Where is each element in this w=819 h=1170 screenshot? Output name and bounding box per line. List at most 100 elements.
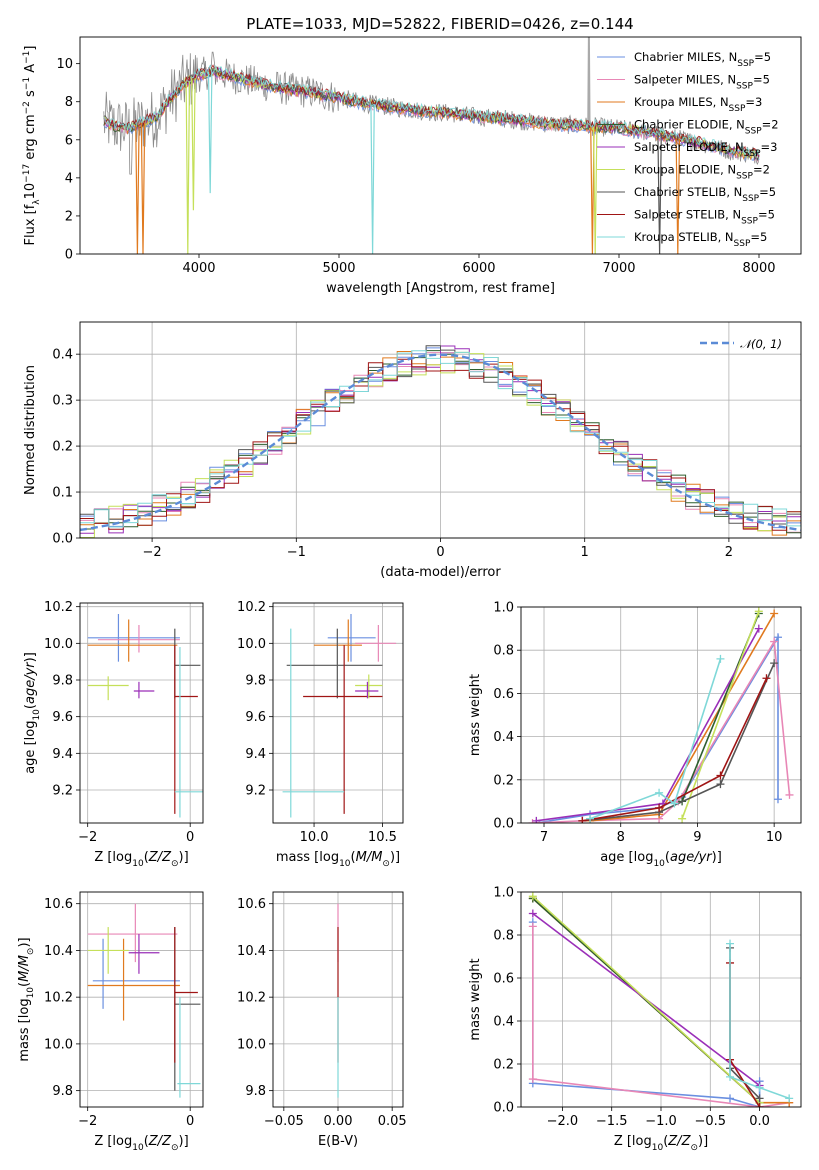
plot-area-weight_vs_Z	[528, 892, 794, 1107]
axes-frame	[272, 602, 404, 824]
legend-entry: Salpeter STELIB, NSSP=5	[634, 208, 775, 227]
series-marker	[655, 788, 664, 797]
y-tick-label: 10	[56, 57, 73, 72]
series-line	[726, 943, 764, 1103]
series-path	[532, 895, 761, 1104]
y-tick-label: 0.0	[52, 532, 73, 547]
model-spectrum-dip	[592, 126, 598, 254]
panel-mass_vs_Z: −2 0 9.8 10.0 10.2 10.4 10.6 Z [log10(Z/Z⊙)] mas…	[17, 891, 204, 1153]
x-tick-label: 5000	[322, 261, 355, 276]
series-marker	[755, 1094, 764, 1103]
data-point	[128, 934, 160, 974]
panel-weight_vs_Z: −2.0 −1.5 −1.0 −0.5 0.0 0.0 0.2 0.4 0.6 0.8 1.0 mas…	[468, 886, 802, 1153]
x-axis-label: Z [log10(Z/Z⊙)]	[614, 1134, 708, 1153]
plot-area-residuals	[80, 345, 801, 538]
series-marker	[770, 609, 779, 618]
x-tick-label: 9	[693, 830, 701, 845]
series-marker	[726, 1072, 735, 1081]
x-tick-label: 0.0	[749, 1114, 770, 1129]
data-point	[87, 938, 180, 1021]
y-tick-label: 9.4	[245, 747, 266, 762]
series-marker	[528, 892, 537, 901]
series-marker	[586, 814, 595, 823]
series-path	[532, 639, 791, 823]
data-point	[177, 997, 201, 1098]
series-path	[589, 658, 722, 820]
series-marker	[770, 659, 779, 668]
series-marker	[716, 771, 725, 780]
panel-residuals: −2 −1 0 1 2 0.0 0.1 0.2 0.3 0.4 (data-model)/error…	[23, 321, 802, 580]
y-axis-label: age [log10(age/yr)]	[23, 652, 42, 774]
model-spectrum-dip	[185, 81, 191, 254]
model-spectrum-line	[103, 66, 760, 159]
y-axis-label: mass weight	[468, 958, 483, 1040]
series-marker	[754, 607, 763, 616]
y-tick-label: 0.3	[52, 394, 73, 409]
x-tick-label: 6000	[462, 261, 495, 276]
series-marker	[773, 795, 782, 804]
series-path	[582, 677, 768, 822]
series-marker	[678, 814, 687, 823]
x-tick-label: 8000	[742, 261, 775, 276]
x-axis-label: E(B-V)	[318, 1134, 358, 1149]
data-point	[87, 927, 129, 974]
y-tick-label: 8	[65, 95, 73, 110]
x-tick-label: 1	[581, 545, 589, 560]
legend-entry: Chabrier MILES, NSSP=5	[634, 50, 771, 69]
series-line	[678, 607, 763, 823]
model-spectrum-dip	[140, 122, 146, 254]
series-marker	[528, 922, 537, 931]
plot-area-spectrum	[103, 37, 760, 254]
y-tick-label: 10.6	[237, 897, 266, 912]
legend-entry: Chabrier STELIB, NSSP=5	[634, 185, 776, 204]
series-line	[528, 892, 764, 1107]
series-path	[532, 926, 790, 1107]
series-marker	[532, 816, 541, 823]
data-point	[355, 674, 383, 699]
x-tick-label: 0	[186, 1114, 194, 1129]
x-tick-label: 10.5	[368, 830, 397, 845]
y-tick-label: 9.8	[245, 1084, 266, 1099]
series-marker	[655, 803, 664, 812]
x-tick-label: −2	[78, 1114, 97, 1129]
x-tick-label: −0.05	[264, 1114, 304, 1129]
data-point	[355, 681, 379, 699]
model-spectrum-dip	[207, 72, 213, 194]
series-marker	[773, 633, 782, 642]
plot-area-age_vs_Z	[87, 614, 203, 818]
y-tick-label: 0.6	[493, 972, 514, 987]
data-point	[133, 681, 155, 699]
y-tick-label: 4	[65, 171, 73, 186]
data-point	[327, 614, 376, 662]
y-tick-label: 0.8	[493, 929, 514, 944]
panel-age_vs_Z: −2 0 9.2 9.4 9.6 9.8 10.0 10.2 Z [log10(Z/Z⊙)] ag…	[23, 600, 204, 869]
panel-spectrum: 4000 5000 6000 7000 8000 0 2 4 6 8 10 wavelength [A…	[22, 36, 802, 296]
y-axis-label: Flux [fλ10−17 erg cm−2 s−1 A−1]	[22, 46, 42, 246]
y-tick-label: 1.0	[493, 601, 514, 616]
data-point	[97, 625, 180, 653]
data-point	[174, 645, 198, 814]
data-point	[174, 927, 201, 1091]
axes-frame	[272, 891, 404, 1108]
x-axis-label: Z [log10(Z/Z⊙)]	[94, 1134, 188, 1153]
x-tick-label: −2	[143, 545, 162, 560]
series-path	[729, 947, 761, 1099]
y-tick-label: 10.6	[44, 897, 73, 912]
x-tick-label: −1.0	[645, 1114, 677, 1129]
series-line	[726, 939, 794, 1103]
data-point	[174, 647, 203, 818]
plot-area-weight_vs_age	[528, 607, 794, 823]
model-spectrum-dip	[135, 124, 140, 254]
x-tick-label: 10	[766, 830, 783, 845]
y-axis-label: mass [log10(M/M⊙)]	[17, 937, 36, 1061]
series-line	[532, 624, 763, 823]
series-path	[532, 922, 761, 1107]
y-tick-label: 9.2	[245, 784, 266, 799]
series-marker	[762, 674, 771, 683]
y-tick-label: 10.2	[44, 600, 73, 615]
y-tick-label: 0.2	[493, 773, 514, 788]
y-tick-label: 9.8	[52, 1084, 73, 1099]
legend-entry: Salpeter ELODIE, NSSP=3	[634, 140, 777, 159]
series-marker	[726, 939, 735, 948]
